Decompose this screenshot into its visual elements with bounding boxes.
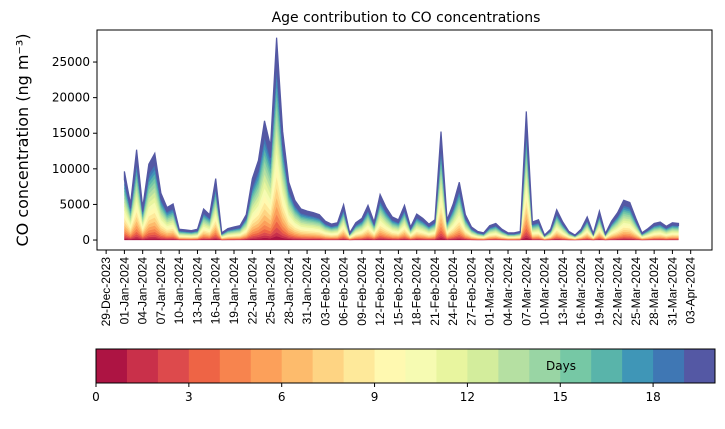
colorbar-label: Days xyxy=(546,359,576,373)
colorbar-swatch xyxy=(560,349,592,383)
colorbar: 0 3 6 9 12 15 18 xyxy=(92,348,716,404)
colorbar-tick-label: 18 xyxy=(645,390,660,404)
colorbar-swatch xyxy=(529,349,561,383)
x-tick-label: 22-Jan-2024 xyxy=(245,257,259,325)
colorbar-swatch xyxy=(405,349,437,383)
colorbar-swatch xyxy=(343,349,376,383)
x-tick-label: 19-Jan-2024 xyxy=(227,257,241,325)
x-tick-label: 09-Feb-2024 xyxy=(355,257,369,326)
y-tick-label: 20000 xyxy=(52,91,90,105)
colorbar-swatch xyxy=(467,349,499,383)
x-tick-label: 18-Feb-2024 xyxy=(410,257,424,326)
y-tick-label: 5000 xyxy=(59,197,90,211)
x-tick-label: 12-Feb-2024 xyxy=(373,257,387,326)
colorbar-tick-label: 0 xyxy=(92,390,100,404)
y-tick-label: 10000 xyxy=(52,162,90,176)
x-tick-label: 04-Jan-2024 xyxy=(136,257,150,325)
age-band-19 xyxy=(123,37,680,237)
colorbar-swatch xyxy=(498,349,530,383)
colorbar-swatch xyxy=(219,349,252,383)
y-tick-label: 25000 xyxy=(52,55,90,69)
colorbar-swatch xyxy=(591,349,623,383)
x-tick-label: 16-Jan-2024 xyxy=(209,257,223,325)
stacked-area-bands xyxy=(123,37,680,241)
colorbar-swatch xyxy=(653,349,685,383)
x-tick-label: 15-Feb-2024 xyxy=(391,257,405,326)
x-tick-label: 06-Feb-2024 xyxy=(337,257,351,326)
x-tick-label: 01-Mar-2024 xyxy=(483,257,497,326)
x-tick-label: 03-Apr-2024 xyxy=(684,257,698,324)
colorbar-swatch xyxy=(684,349,716,383)
y-tick-label: 0 xyxy=(82,233,90,247)
x-tick-label: 28-Jan-2024 xyxy=(282,257,296,325)
colorbar-swatch xyxy=(250,349,283,383)
y-axis-label: CO concentration (ng m⁻³) xyxy=(13,33,32,246)
colorbar-swatch xyxy=(126,349,159,383)
colorbar-swatch xyxy=(157,349,190,383)
x-tick-label: 04-Mar-2024 xyxy=(501,257,515,326)
colorbar-tick-label: 9 xyxy=(371,390,379,404)
y-tick-label: 15000 xyxy=(52,126,90,140)
x-tick-label: 07-Jan-2024 xyxy=(154,257,168,325)
x-tick-label: 10-Mar-2024 xyxy=(538,257,552,326)
colorbar-tick-label: 12 xyxy=(460,390,475,404)
x-tick-label: 31-Mar-2024 xyxy=(665,257,679,326)
colorbar-frame xyxy=(95,348,716,384)
colorbar-swatch xyxy=(281,349,314,383)
colorbar-swatch xyxy=(622,349,654,383)
colorbar-swatch xyxy=(96,349,128,383)
x-tick-label: 28-Mar-2024 xyxy=(647,257,661,326)
plot-frame xyxy=(96,29,713,251)
x-tick-label: 24-Feb-2024 xyxy=(446,257,460,326)
chart-title: Age contribution to CO concentrations xyxy=(272,10,541,26)
colorbar-swatch xyxy=(188,349,221,383)
x-axis: 29-Dec-2023 01-Jan-2024 04-Jan-2024 07-Jan-… xyxy=(99,250,698,326)
x-tick-label: 25-Mar-2024 xyxy=(629,257,643,326)
colorbar-tick-label: 3 xyxy=(185,390,193,404)
age-band-18 xyxy=(124,62,679,237)
colorbar-swatch xyxy=(312,349,345,383)
x-tick-label: 21-Feb-2024 xyxy=(428,257,442,326)
colorbar-tick-label: 6 xyxy=(278,390,286,404)
x-tick-label: 16-Mar-2024 xyxy=(574,257,588,326)
x-tick-label: 03-Feb-2024 xyxy=(318,257,332,326)
x-tick-label: 22-Mar-2024 xyxy=(611,257,625,326)
colorbar-tick-label: 15 xyxy=(553,390,568,404)
x-tick-label: 13-Mar-2024 xyxy=(556,257,570,326)
x-tick-label: 31-Jan-2024 xyxy=(300,257,314,325)
x-tick-label: 10-Jan-2024 xyxy=(172,257,186,325)
x-tick-label: 25-Jan-2024 xyxy=(264,257,278,325)
x-tick-label: 01-Jan-2024 xyxy=(117,257,131,325)
x-tick-label: 19-Mar-2024 xyxy=(592,257,606,326)
x-tick-label: 13-Jan-2024 xyxy=(190,257,204,325)
colorbar-swatch xyxy=(436,349,468,383)
y-axis: 0 5000 10000 15000 20000 25000 xyxy=(52,55,97,247)
x-tick-label: 29-Dec-2023 xyxy=(99,257,113,327)
colorbar-swatch xyxy=(374,349,406,383)
x-tick-label: 07-Mar-2024 xyxy=(519,257,533,326)
x-tick-label: 27-Feb-2024 xyxy=(464,257,478,326)
